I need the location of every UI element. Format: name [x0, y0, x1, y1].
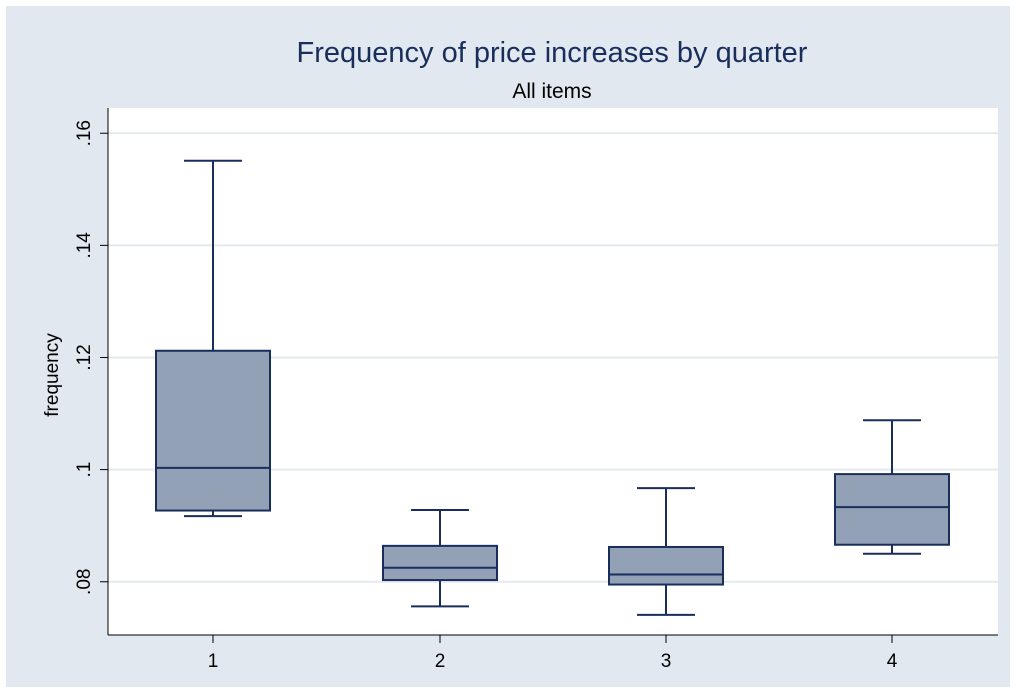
axes: .08 .1 .12 .14 .16 1 2 3 4 — [74, 108, 998, 672]
box-group-q2 — [382, 508, 498, 608]
grid-lines — [108, 132, 998, 583]
y-tick-label: .1 — [74, 462, 95, 478]
iqr-box — [834, 473, 950, 546]
chart-subtitle: All items — [512, 80, 591, 103]
box-series — [155, 159, 950, 616]
iqr-box — [382, 544, 498, 582]
box-group-q4 — [834, 419, 950, 555]
y-tick-label: .08 — [74, 569, 95, 595]
y-tick-label: .16 — [74, 120, 95, 146]
x-tick-label: 4 — [887, 651, 898, 672]
y-tick-label: .14 — [74, 232, 95, 259]
y-axis-label: frequency — [42, 333, 63, 417]
box-group-q1 — [155, 159, 271, 518]
iqr-box — [155, 349, 271, 512]
y-tick-label: .12 — [74, 344, 95, 370]
iqr-box — [608, 545, 724, 586]
chart-title: Frequency of price increases by quarter — [297, 37, 808, 69]
x-tick-label: 1 — [208, 651, 219, 672]
box-group-q3 — [608, 487, 724, 616]
x-tick-label: 3 — [661, 651, 672, 672]
x-tick-label: 2 — [435, 651, 446, 672]
